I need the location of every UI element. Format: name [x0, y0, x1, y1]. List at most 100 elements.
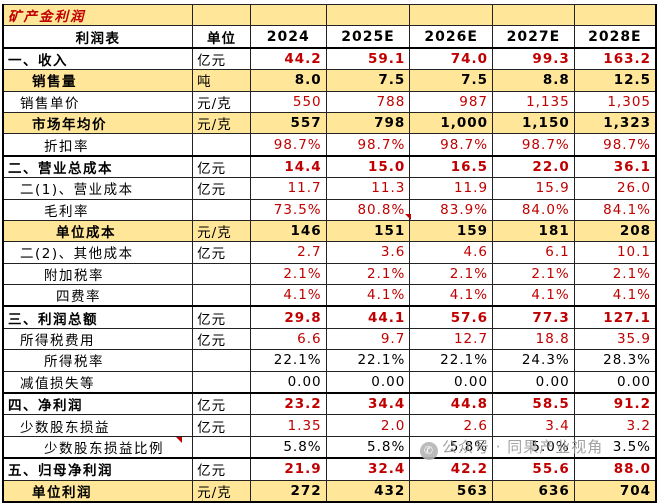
row-value: 0.00 [492, 370, 575, 394]
row-value: 4.1% [573, 284, 657, 307]
row-label: 所得税率 [2, 349, 194, 372]
row-unit: 亿元 [192, 241, 251, 264]
row-value: 11.3 [325, 177, 411, 200]
row-label: 毛利率 [2, 198, 194, 221]
table-row: 单位成本 元/克 146 151 159 181 208 [2, 219, 657, 243]
row-value: 26.0 [573, 177, 657, 200]
row-value: 11.7 [249, 177, 327, 200]
row-value: 21.9 [249, 457, 327, 481]
row-value: 98.7% [409, 133, 494, 157]
row-value: 557 [249, 111, 327, 135]
table-row: 所得税率 22.1% 22.1% 22.1% 24.3% 28.3% [2, 349, 657, 372]
row-unit: 亿元 [192, 327, 251, 351]
row-value: 1,323 [573, 111, 657, 135]
wechat-icon: ✆ [420, 442, 438, 460]
row-value: 2.1% [325, 262, 411, 286]
table-row: 二(2)、其他成本 亿元 2.7 3.6 4.6 6.1 10.1 [2, 241, 657, 264]
row-value: 44.2 [249, 46, 327, 71]
row-value: 4.1% [409, 284, 494, 307]
row-value: 42.2 [409, 457, 494, 481]
row-label: 二、营业总成本 [2, 154, 194, 179]
row-value: 7.5 [409, 69, 494, 92]
row-value: 18.8 [492, 327, 575, 351]
row-value: 146 [249, 219, 327, 243]
row-value: 2.0 [325, 414, 411, 437]
row-unit [192, 262, 251, 286]
row-value: 3.4 [492, 414, 575, 437]
row-label: 四、净利润 [2, 392, 194, 416]
row-value: 4.1% [492, 284, 575, 307]
row-unit [192, 349, 251, 372]
row-label: 单位成本 [2, 219, 194, 243]
row-value: 22.0 [492, 154, 575, 179]
row-label: 少数股东损益 [2, 414, 194, 437]
comment-marker-icon [405, 214, 411, 220]
row-value: 0.00 [325, 370, 411, 394]
row-label: 折扣率 [2, 133, 194, 157]
watermark: ✆ 公众号 · 同果产业视角 [420, 436, 603, 460]
table-title: 矿产金利润 [2, 3, 194, 27]
row-value: 98.7% [492, 133, 575, 157]
row-value: 6.6 [249, 327, 327, 351]
row-value: 57.6 [409, 305, 494, 329]
row-value: 2.7 [249, 241, 327, 264]
row-value: 7.5 [325, 69, 411, 92]
row-value: 23.2 [249, 392, 327, 416]
row-unit: 亿元 [192, 46, 251, 71]
row-label: 市场年均价 [2, 111, 194, 135]
table-row: 单位利润 元/克 272 432 563 636 704 [2, 479, 657, 503]
row-unit [192, 133, 251, 157]
row-value: 91.2 [573, 392, 657, 416]
row-value: 1.35 [249, 414, 327, 437]
row-label: 一、收入 [2, 46, 194, 71]
table-row: 二、营业总成本 亿元 14.4 15.0 16.5 22.0 36.1 [2, 154, 657, 179]
row-value: 11.9 [409, 177, 494, 200]
row-value: 1,135 [492, 90, 575, 113]
row-value: 35.9 [573, 327, 657, 351]
row-unit: 亿元 [192, 392, 251, 416]
row-value: 181 [492, 219, 575, 243]
table-row: 四费率 4.1% 4.1% 4.1% 4.1% 4.1% [2, 284, 657, 307]
gold-mining-profit-table: 矿产金利润 利润表 单位 2024 2025E 2026E 2027E 2028… [2, 3, 657, 503]
row-value: 5.8% [249, 435, 327, 459]
row-unit: 元/克 [192, 479, 251, 503]
row-label: 二(2)、其他成本 [2, 241, 194, 264]
row-label: 二(1)、营业成本 [2, 177, 194, 200]
row-value: 29.8 [249, 305, 327, 329]
table-row: 少数股东损益 亿元 1.35 2.0 2.6 3.4 3.2 [2, 414, 657, 437]
row-label: 减值损失等 [2, 370, 194, 394]
row-value: 16.5 [409, 154, 494, 179]
row-value: 84.1% [573, 198, 657, 221]
row-value: 5.0% [492, 435, 575, 459]
row-value: 0.00 [249, 370, 327, 394]
table-row: 折扣率 98.7% 98.7% 98.7% 98.7% 98.7% [2, 133, 657, 157]
row-value: 74.0 [409, 46, 494, 71]
row-unit [192, 435, 251, 459]
row-value: 272 [249, 479, 327, 503]
row-value: 55.6 [492, 457, 575, 481]
row-value: 8.8 [492, 69, 575, 92]
row-value: 2.1% [249, 262, 327, 286]
row-value: 14.4 [249, 154, 327, 179]
header-row: 利润表 单位 2024 2025E 2026E 2027E 2028E [2, 25, 657, 49]
header-year: 2027E [492, 25, 575, 49]
row-value: 1,305 [573, 90, 657, 113]
table-row: 减值损失等 0.00 0.00 0.00 0.00 0.00 [2, 370, 657, 394]
row-value: 84.0% [492, 198, 575, 221]
row-value: 77.3 [492, 305, 575, 329]
row-value: 208 [573, 219, 657, 243]
row-value: 798 [325, 111, 411, 135]
row-value: 3.6 [325, 241, 411, 264]
row-value: 98.7% [325, 133, 411, 157]
row-value: 88.0 [573, 457, 657, 481]
table-row: 四、净利润 亿元 23.2 34.4 44.8 58.5 91.2 [2, 392, 657, 416]
row-unit: 亿元 [192, 457, 251, 481]
table-row: 二(1)、营业成本 亿元 11.7 11.3 11.9 15.9 26.0 [2, 177, 657, 200]
row-value: 58.5 [492, 392, 575, 416]
row-value: 2.6 [409, 414, 494, 437]
row-value: 28.3% [573, 349, 657, 372]
table-row: 所得税费用 亿元 6.6 9.7 12.7 18.8 35.9 [2, 327, 657, 351]
row-value: 163.2 [573, 46, 657, 71]
row-value: 4.1% [325, 284, 411, 307]
row-value: 22.1% [325, 349, 411, 372]
